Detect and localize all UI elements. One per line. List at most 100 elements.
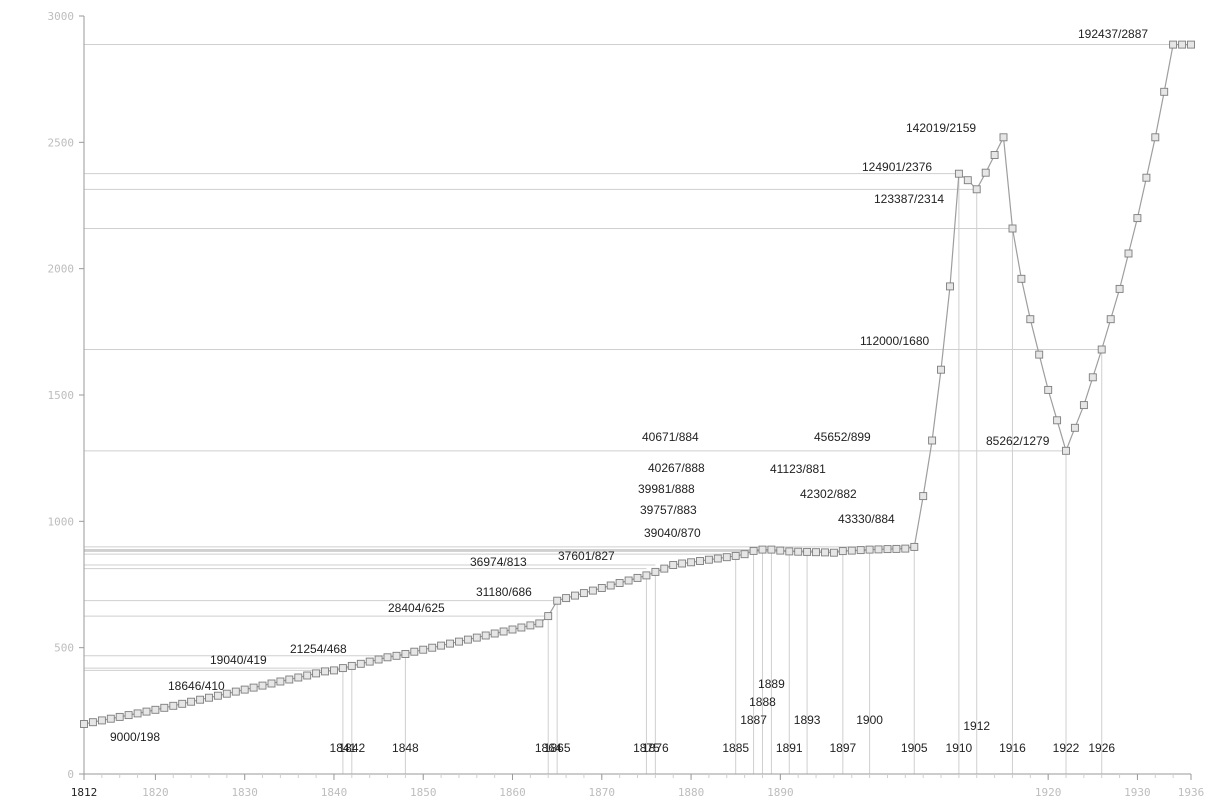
point-value-label: 31180/686 bbox=[476, 585, 532, 599]
year-annotation-label: 1841 bbox=[330, 741, 357, 755]
data-point-marker bbox=[928, 436, 937, 445]
data-point-marker bbox=[499, 627, 508, 636]
data-point-marker bbox=[696, 557, 704, 565]
data-point-marker bbox=[463, 635, 472, 644]
series-polyline bbox=[83, 43, 1191, 725]
data-point-marker bbox=[1151, 133, 1160, 142]
data-point-marker bbox=[704, 555, 713, 564]
data-point-marker bbox=[624, 576, 633, 585]
data-point-marker bbox=[267, 679, 276, 688]
data-point-marker bbox=[330, 666, 338, 675]
point-value-label: 142019/2159 bbox=[906, 121, 976, 135]
point-value-label: 40671/884 bbox=[642, 430, 699, 444]
data-point-marker bbox=[722, 553, 731, 562]
data-point-marker bbox=[517, 623, 526, 632]
y-tick-label: 500 bbox=[54, 642, 74, 655]
data-point-marker bbox=[803, 547, 812, 556]
data-point-marker bbox=[356, 659, 365, 668]
tick-labels: 0 500 1000 1500 2000 2500 3000 1812 1820 1830 1840… bbox=[48, 10, 1205, 799]
y-tick-label: 1500 bbox=[48, 389, 75, 402]
data-point-marker bbox=[1044, 385, 1053, 394]
year-annotation-label: 1922 bbox=[1053, 741, 1080, 755]
data-point-marker bbox=[901, 544, 910, 553]
year-annotation-label: 1848 bbox=[392, 741, 419, 755]
data-point-marker bbox=[490, 629, 499, 638]
year-annotation-label: 1891 bbox=[776, 741, 803, 755]
data-point-marker bbox=[999, 133, 1008, 142]
point-value-label: 124901/2376 bbox=[862, 160, 932, 174]
data-point-marker bbox=[178, 699, 187, 708]
data-point-marker bbox=[910, 542, 919, 551]
point-labels: 9000/198 18646/410 19040/419 21254/468 28404… bbox=[110, 27, 1148, 744]
year-annotation-label: 1910 bbox=[946, 741, 973, 755]
y-tick-label: 2000 bbox=[48, 263, 75, 276]
data-point-marker bbox=[196, 695, 205, 704]
data-point-marker bbox=[151, 705, 160, 714]
data-point-marker bbox=[651, 567, 660, 576]
data-point-marker bbox=[687, 558, 696, 567]
data-point-marker bbox=[276, 677, 285, 686]
data-point-marker bbox=[1079, 401, 1088, 410]
point-value-label: 85262/1279 bbox=[986, 434, 1050, 448]
data-point-marker bbox=[222, 689, 231, 698]
data-point-marker bbox=[535, 619, 544, 628]
point-value-label: 28404/625 bbox=[388, 601, 445, 615]
data-point-marker bbox=[1070, 423, 1079, 432]
data-point-marker bbox=[88, 718, 97, 727]
data-point-marker bbox=[1035, 350, 1044, 359]
data-point-marker bbox=[1169, 40, 1178, 49]
data-point-marker bbox=[240, 685, 249, 694]
data-point-marker bbox=[954, 169, 963, 178]
data-point-marker bbox=[972, 185, 981, 194]
data-point-marker bbox=[829, 548, 838, 557]
data-point-marker bbox=[481, 631, 490, 640]
point-value-label: 112000/1680 bbox=[860, 334, 930, 348]
data-point-marker bbox=[1026, 315, 1035, 324]
data-point-marker bbox=[133, 709, 142, 718]
year-annotation-label: 1875 bbox=[633, 741, 660, 755]
data-point-marker bbox=[767, 545, 776, 554]
data-point-marker bbox=[258, 681, 267, 690]
point-value-label: 39981/888 bbox=[638, 482, 695, 496]
point-value-label: 41123/881 bbox=[770, 462, 826, 476]
data-point-marker bbox=[588, 586, 597, 595]
x-tick-label: 1930 bbox=[1124, 786, 1151, 799]
data-point-marker bbox=[678, 559, 687, 568]
data-point-marker bbox=[740, 550, 749, 559]
data-point-marker bbox=[169, 701, 178, 710]
data-point-marker bbox=[1160, 87, 1169, 96]
data-point-marker bbox=[97, 716, 106, 725]
data-point-marker bbox=[794, 547, 803, 556]
year-annotation-label: 1926 bbox=[1088, 741, 1115, 755]
data-point-marker bbox=[963, 176, 972, 185]
point-value-label: 40267/888 bbox=[648, 461, 705, 475]
data-point-marker bbox=[508, 625, 517, 634]
data-point-marker bbox=[946, 282, 954, 291]
year-annotation-label: 1916 bbox=[999, 741, 1026, 755]
point-value-label: 45652/899 bbox=[814, 430, 871, 444]
year-annotation-label: 1912 bbox=[963, 719, 990, 733]
data-point-marker bbox=[383, 653, 392, 662]
data-point-marker bbox=[428, 643, 437, 652]
data-point-marker bbox=[106, 714, 115, 723]
data-point-marker bbox=[1124, 249, 1133, 258]
data-point-marker bbox=[579, 589, 588, 598]
data-point-marker bbox=[1088, 373, 1097, 382]
point-value-label: 39040/870 bbox=[644, 526, 701, 540]
data-point-marker bbox=[892, 544, 901, 553]
axes bbox=[79, 15, 1192, 780]
guide-lines bbox=[84, 44, 1191, 774]
point-value-label: 19040/419 bbox=[210, 653, 267, 667]
data-point-marker bbox=[776, 546, 785, 555]
data-point-marker bbox=[392, 651, 401, 660]
x-tick-label: 1812 bbox=[71, 786, 98, 799]
data-point-marker bbox=[571, 591, 579, 600]
year-annotation-label: 1865 bbox=[544, 741, 571, 755]
data-point-marker bbox=[347, 661, 356, 670]
x-tick-label: 1840 bbox=[321, 786, 348, 799]
year-annotation-label: 1905 bbox=[901, 741, 928, 755]
point-value-label: 21254/468 bbox=[290, 642, 347, 656]
year-annotation-label: 1889 bbox=[758, 677, 785, 691]
data-point-marker bbox=[1062, 446, 1070, 455]
